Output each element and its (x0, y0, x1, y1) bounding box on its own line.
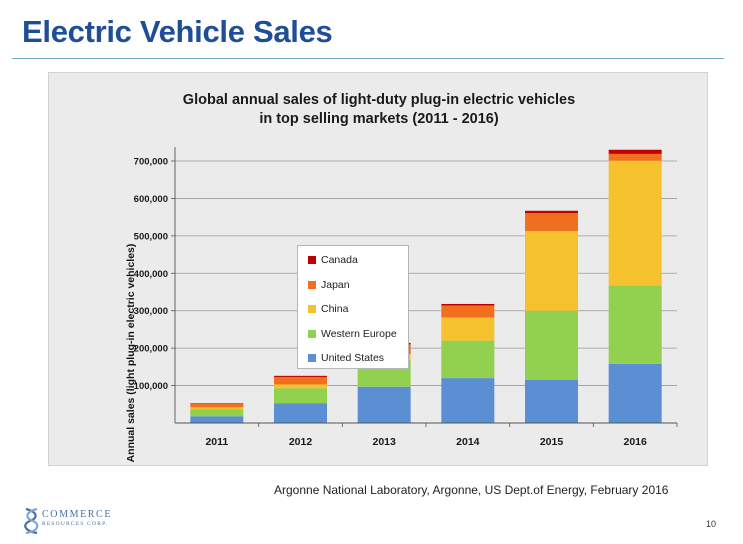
bar-segment-western-europe-2011 (190, 409, 244, 417)
bar-segment-japan-2014 (441, 305, 495, 318)
bar-segment-united-states-2015 (525, 379, 578, 423)
legend-label: Western Europe (321, 327, 397, 340)
bar-segment-western-europe-2016 (608, 285, 662, 364)
logo-tagline: RESOURCES CORP. (42, 521, 109, 527)
bar-segment-china-2016 (608, 160, 662, 286)
bar-segment-united-states-2012 (274, 403, 327, 423)
y-tick-label: 200,000 (134, 344, 168, 355)
bar-segment-canada-2016 (608, 149, 662, 154)
legend-item-canada: Canada (308, 253, 358, 267)
y-axis-label: Annual sales (light plug-in electric veh… (125, 243, 137, 463)
x-tick-label-2013: 2013 (372, 436, 396, 448)
legend-swatch (308, 354, 316, 362)
y-tick-label: 500,000 (134, 231, 168, 242)
y-tick-label: 100,000 (134, 381, 168, 392)
y-tick-label: 600,000 (134, 194, 168, 205)
legend-label: Japan (321, 278, 350, 291)
chart-panel: 100,000 200,000 300,000 400,000 500,000 600,0… (48, 72, 708, 466)
legend-item-japan: Japan (308, 278, 350, 292)
chart-legend: Canada Japan China Western Europe United Sta… (297, 245, 409, 369)
x-tick-label-2012: 2012 (289, 436, 313, 448)
legend-swatch (308, 305, 316, 313)
chart-title-line-1: Global annual sales of light-duty plug-i… (182, 92, 576, 108)
y-tick-label: 300,000 (134, 306, 168, 317)
legend-swatch (308, 329, 316, 338)
x-tick-label-2015: 2015 (540, 436, 564, 448)
bar-segment-canada-2015 (525, 210, 578, 214)
legend-item-western-europe: Western Europe (308, 327, 397, 341)
bar-segment-china-2012 (274, 384, 327, 389)
y-tick-label: 700,000 (134, 157, 168, 168)
legend-swatch (308, 256, 316, 264)
bar-segment-western-europe-2014 (441, 340, 495, 379)
bar-segment-western-europe-2015 (525, 310, 578, 380)
source-citation: Argonne National Laboratory, Argonne, US… (274, 483, 669, 497)
bar-segment-china-2014 (441, 317, 495, 341)
slide-title: Electric Vehicle Sales (22, 14, 333, 49)
bar-segment-canada-2014 (441, 303, 495, 306)
legend-label: United States (321, 352, 385, 364)
bar-segment-japan-2011 (190, 403, 244, 408)
legend-item-china: China (308, 302, 348, 316)
bar-segment-canada-2012 (274, 375, 327, 377)
x-tick-label-2011: 2011 (205, 436, 228, 448)
stacked-bar-chart: 100,000 200,000 300,000 400,000 500,000 600,0… (134, 147, 678, 448)
company-logo-icon (24, 507, 39, 535)
bar-segment-united-states-2014 (441, 378, 495, 423)
bar-segment-china-2011 (190, 407, 244, 410)
legend-label: Canada (321, 254, 358, 266)
bar-segment-united-states-2013 (357, 386, 411, 423)
chart-title-line-2: in top selling markets (2011 - 2016) (259, 111, 499, 127)
title-divider (12, 58, 724, 59)
bar-segment-western-europe-2012 (274, 388, 327, 404)
bar-segment-japan-2015 (525, 213, 578, 231)
legend-swatch (308, 280, 316, 289)
legend-item-united-states: United States (308, 351, 384, 365)
legend-label: China (321, 303, 349, 315)
bar-segment-japan-2012 (274, 376, 327, 385)
company-logo-text: COMMERCE RESOURCES CORP. (42, 510, 112, 528)
bar-segment-china-2015 (525, 230, 578, 311)
logo-name: COMMERCE (42, 509, 113, 520)
bar-segment-united-states-2016 (608, 363, 662, 423)
bar-segment-japan-2016 (608, 153, 662, 161)
page-number: 10 (706, 519, 717, 529)
x-tick-label-2014: 2014 (456, 436, 480, 448)
x-tick-label-2016: 2016 (623, 436, 647, 448)
y-tick-label: 400,000 (134, 269, 168, 280)
bar-segment-united-states-2011 (190, 416, 244, 423)
